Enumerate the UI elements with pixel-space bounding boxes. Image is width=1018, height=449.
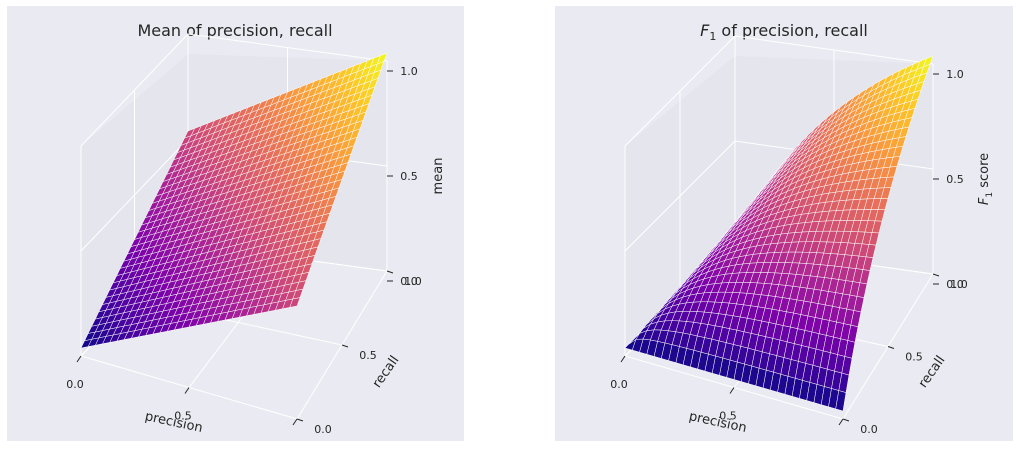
title-subscript: 1	[709, 30, 716, 43]
mean-surface-chart: Mean of precision, recall 0.00.51.00.00.…	[66, 21, 446, 436]
tick-mark	[729, 387, 735, 394]
z-tick-label: 0.5	[400, 170, 418, 183]
y-tick-label: 0.0	[860, 423, 878, 436]
tick-mark	[341, 344, 349, 348]
tick-mark	[620, 355, 626, 363]
grid-line	[80, 33, 388, 147]
surface-facet	[289, 297, 301, 308]
y-tick-label: 0.0	[314, 423, 332, 436]
mean-chart-panel: Mean of precision, recall 0.00.51.00.00.…	[7, 6, 464, 441]
tick-mark	[932, 273, 940, 277]
z-tick-label: 0.0	[400, 275, 418, 288]
tick-mark	[292, 418, 298, 426]
y-tick-label: 1.0	[950, 278, 968, 291]
tick-mark	[76, 355, 82, 363]
z-tick-label: 0.0	[946, 278, 964, 291]
x-tick-label: 0.0	[66, 378, 84, 391]
z-tick-label: 1.0	[400, 65, 418, 78]
tick-mark	[838, 418, 844, 426]
chart-title: F1 of precision, recall	[700, 21, 868, 43]
surface-facet	[835, 390, 847, 412]
grid-line	[624, 35, 934, 147]
tick-mark	[184, 387, 190, 394]
tick-mark	[296, 418, 304, 422]
z-tick-label: 0.5	[946, 173, 964, 186]
z-tick-label: 1.0	[946, 68, 964, 81]
z-axis-label: F1 score	[977, 153, 995, 205]
tick-mark	[386, 270, 394, 274]
y-tick-label: 0.5	[359, 349, 377, 362]
x-tick-label: 0.5	[719, 410, 737, 423]
y-tick-label: 1.0	[404, 275, 422, 288]
f1-surface-chart: F1 of precision, recall 0.00.51.00.00.51…	[610, 21, 995, 436]
x-tick-label: 0.5	[174, 410, 192, 423]
f1-chart-panel: F1 of precision, recall 0.00.51.00.00.51…	[555, 6, 1013, 441]
chart-title: Mean of precision, recall	[137, 21, 332, 40]
tick-mark	[842, 418, 850, 422]
x-axis-label: precision	[687, 409, 747, 436]
z-axis-label: mean	[431, 158, 446, 195]
x-tick-label: 0.0	[610, 378, 628, 391]
title-f: F	[700, 21, 710, 40]
y-tick-label: 0.5	[905, 351, 923, 364]
title-rest: of precision, recall	[716, 21, 868, 40]
tick-mark	[887, 346, 895, 349]
